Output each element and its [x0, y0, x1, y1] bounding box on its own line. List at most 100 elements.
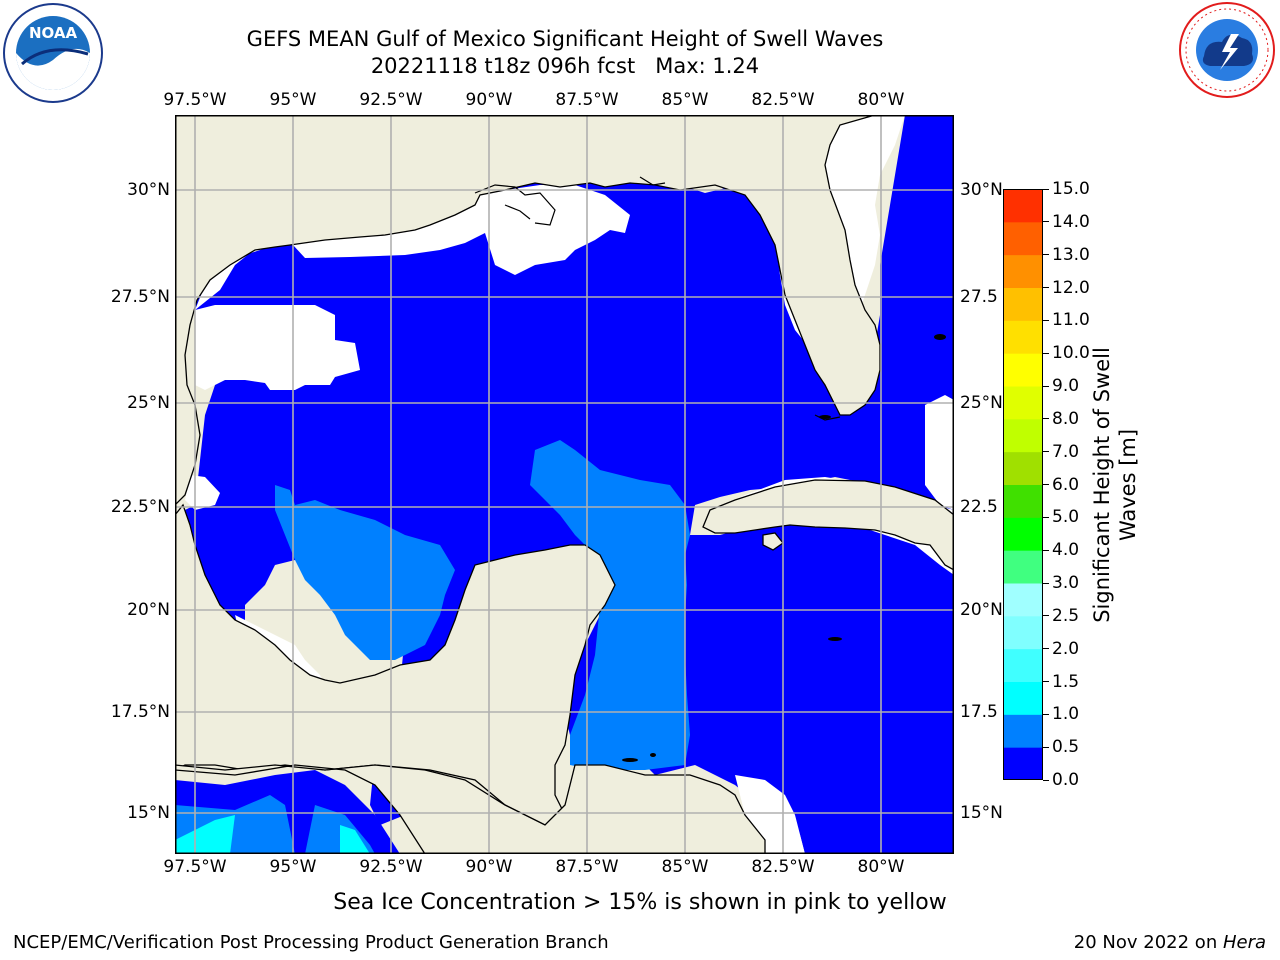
colorbar-segment	[1003, 747, 1043, 781]
colorbar-segment	[1003, 484, 1043, 518]
gulf-swell-mid-west	[275, 485, 455, 660]
lat-tick-right: 15°N	[960, 803, 1003, 823]
colorbar-tick-mark	[1043, 451, 1049, 453]
colorbar-tick-label: 14.0	[1052, 211, 1090, 232]
lon-tick-top: 95°W	[269, 90, 317, 110]
colorbar-segment	[1003, 451, 1043, 485]
colorbar-tick-mark	[1043, 713, 1049, 715]
lat-tick-left: 17.5°N	[110, 702, 170, 722]
colorbar-tick-mark	[1043, 615, 1049, 617]
colorbar-tick-mark	[1043, 287, 1049, 288]
coastline-details	[474, 176, 841, 421]
lat-tick-left: 22.5°N	[110, 497, 170, 517]
map-frame	[175, 115, 954, 854]
lat-tick-right: 27.5	[960, 287, 998, 307]
lon-tick-bottom: 95°W	[269, 857, 317, 877]
colorbar-tick-mark	[1043, 484, 1049, 485]
colorbar-segment	[1003, 287, 1043, 321]
colorbar-segment	[1003, 353, 1043, 387]
lon-tick-bottom: 87.5°W	[555, 857, 619, 877]
colorbar-tick-mark	[1043, 746, 1049, 748]
producer-credit: NCEP/EMC/Verification Post Processing Pr…	[13, 932, 609, 953]
colorbar-segment	[1003, 189, 1043, 223]
pacific-swell-high-2	[340, 825, 370, 854]
colorbar-tick-label: 13.0	[1052, 244, 1090, 265]
colorbar-tick-mark	[1043, 549, 1049, 551]
lon-tick-top: 85°W	[661, 90, 709, 110]
lon-tick-top: 92.5°W	[359, 90, 423, 110]
map-gridlines	[175, 115, 954, 854]
colorbar-segment	[1003, 386, 1043, 420]
lat-tick-left: 20°N	[127, 600, 170, 620]
generation-date-text: 20 Nov 2022 on	[1073, 932, 1223, 953]
colorbar-tick-mark	[1043, 681, 1049, 682]
open-water-texas	[195, 305, 360, 390]
small-islands	[622, 334, 946, 762]
chart-title: GEFS MEAN Gulf of Mexico Significant Hei…	[246, 27, 884, 51]
colorbar-tick-label: 11.0	[1052, 310, 1090, 331]
land-cuba	[702, 479, 955, 572]
lon-tick-top: 90°W	[465, 90, 513, 110]
colorbar-tick-mark	[1043, 188, 1049, 190]
lon-tick-top: 87.5°W	[555, 90, 619, 110]
colorbar	[1003, 189, 1043, 781]
generation-host: Hera	[1222, 932, 1266, 953]
colorbar-tick-mark	[1043, 516, 1049, 518]
lat-tick-left: 25°N	[127, 393, 170, 413]
lat-tick-left: 27.5°N	[110, 287, 170, 307]
gulf-swell-mid-yucatan	[530, 440, 690, 770]
open-water-bahamas	[925, 395, 954, 510]
colorbar-segment	[1003, 714, 1043, 748]
colorbar-tick-mark	[1043, 319, 1049, 321]
lat-tick-right: 20°N	[960, 600, 1003, 620]
colorbar-tick-mark	[1043, 418, 1049, 420]
lon-tick-bottom: 80°W	[857, 857, 905, 877]
lon-tick-bottom: 85°W	[661, 857, 709, 877]
lat-tick-right: 30°N	[960, 180, 1003, 200]
colorbar-tick-mark	[1043, 352, 1049, 354]
colorbar-tick-mark	[1043, 779, 1049, 781]
generation-date: 20 Nov 2022 on Hera	[1074, 932, 1266, 953]
colorbar-tick-label: 3.0	[1052, 573, 1080, 593]
nws-logo	[1176, 0, 1278, 100]
colorbar-tick-label: 0.0	[1052, 770, 1080, 790]
open-water-north	[195, 185, 630, 310]
land-central-america	[174, 764, 766, 855]
colorbar-label-line1: Significant Height of Swell	[1090, 347, 1114, 623]
colorbar-tick-mark	[1043, 385, 1049, 387]
noaa-logo-text: NOAA	[29, 24, 78, 42]
colorbar-segment	[1003, 254, 1043, 288]
map-svg	[174, 114, 955, 855]
colorbar-tick-mark	[1043, 254, 1049, 256]
colorbar-tick-mark	[1043, 582, 1049, 584]
colorbar-tick-label: 2.5	[1052, 605, 1080, 626]
colorbar-segment	[1003, 418, 1043, 453]
land-usa	[174, 114, 954, 507]
colorbar-tick-label: 1.0	[1052, 704, 1080, 725]
chart-subtitle: 20221118 t18z 096h fcst Max: 1.24	[370, 54, 760, 78]
colorbar-label-line2: Waves [m]	[1116, 428, 1140, 542]
lon-tick-top: 80°W	[857, 90, 905, 110]
colorbar-tick-label: 12.0	[1052, 277, 1090, 298]
noaa-logo: NOAA	[2, 2, 104, 104]
lat-tick-left: 15°N	[127, 803, 170, 823]
colorbar-segment	[1003, 517, 1043, 551]
open-water-mexico-west	[185, 475, 220, 510]
colorbar-tick-label: 4.0	[1052, 540, 1080, 561]
colorbar-segment	[1003, 320, 1043, 354]
colorbar-svg	[1003, 189, 1043, 781]
pacific-swell-high	[175, 815, 235, 854]
colorbar-tick-label: 10.0	[1052, 343, 1090, 364]
lon-tick-bottom: 97.5°W	[163, 857, 227, 877]
colorbar-segment	[1003, 648, 1043, 682]
colorbar-segment	[1003, 550, 1043, 584]
colorbar-tick-label: 1.5	[1052, 671, 1080, 692]
colorbar-tick-label: 0.5	[1052, 737, 1080, 758]
ice-note: Sea Ice Concentration > 15% is shown in …	[333, 890, 947, 915]
land-mexico	[174, 503, 616, 826]
colorbar-segment	[1003, 615, 1043, 650]
land-isle-of-youth	[762, 532, 784, 551]
colorbar-frame	[1003, 189, 1043, 780]
colorbar-segment	[1003, 583, 1043, 617]
colorbar-tick-label: 8.0	[1052, 408, 1080, 429]
